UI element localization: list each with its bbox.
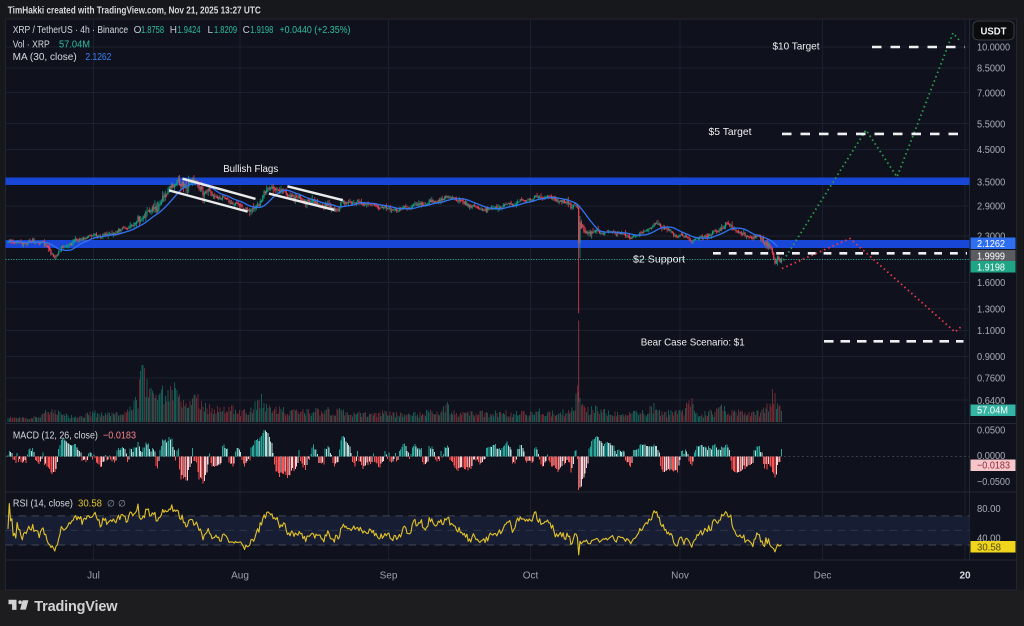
svg-text:−0.0500: −0.0500 <box>977 477 1010 488</box>
svg-text:80.00: 80.00 <box>977 504 1001 515</box>
svg-text:TimHakki created with TradingV: TimHakki created with TradingView.com, N… <box>8 5 261 17</box>
svg-text:MACD (12, 26, close): MACD (12, 26, close) <box>13 430 98 441</box>
svg-text:Nov: Nov <box>671 570 689 581</box>
svg-text:−0.0183: −0.0183 <box>977 461 1010 472</box>
svg-text:TradingView: TradingView <box>34 599 118 615</box>
svg-text:2.3000: 2.3000 <box>977 231 1006 242</box>
svg-text:3.5000: 3.5000 <box>977 177 1006 188</box>
svg-text:MA (30, close): MA (30, close) <box>13 52 77 63</box>
svg-text:7.0000: 7.0000 <box>977 88 1006 99</box>
svg-text:0.6400: 0.6400 <box>977 396 1006 407</box>
svg-text:XRP / TetherUS · 4h · Binance: XRP / TetherUS · 4h · Binance <box>13 25 129 36</box>
svg-text:USDT: USDT <box>981 25 1008 37</box>
svg-text:Oct: Oct <box>523 570 539 581</box>
svg-text:Bullish Flags: Bullish Flags <box>223 163 278 175</box>
svg-text:O: O <box>134 25 142 36</box>
svg-text:0.9000: 0.9000 <box>977 352 1006 363</box>
svg-text:4.5000: 4.5000 <box>977 145 1006 156</box>
svg-text:Sep: Sep <box>380 570 398 581</box>
svg-text:1.9999: 1.9999 <box>977 252 1005 263</box>
svg-text:57.04M: 57.04M <box>59 40 90 51</box>
svg-text:1.6000: 1.6000 <box>977 278 1006 289</box>
svg-text:30.58: 30.58 <box>78 499 102 510</box>
svg-text:Bear Case Scenario: $1: Bear Case Scenario: $1 <box>641 336 745 348</box>
svg-text:1.9198: 1.9198 <box>977 263 1005 274</box>
svg-text:0.0000: 0.0000 <box>977 451 1006 462</box>
svg-text:0.0500: 0.0500 <box>977 426 1006 437</box>
svg-text:Dec: Dec <box>814 570 832 581</box>
svg-text:2.1262: 2.1262 <box>977 239 1005 250</box>
svg-text:Aug: Aug <box>231 570 249 581</box>
svg-text:1.9424: 1.9424 <box>178 25 201 36</box>
svg-text:0.7600: 0.7600 <box>977 374 1006 385</box>
svg-text:$2 Support: $2 Support <box>633 253 685 265</box>
svg-text:Vol · XRP: Vol · XRP <box>13 40 50 51</box>
svg-text:5.5000: 5.5000 <box>977 119 1006 130</box>
svg-text:10.0000: 10.0000 <box>977 43 1010 54</box>
svg-text:1.8758: 1.8758 <box>141 25 164 36</box>
svg-text:RSI (14, close): RSI (14, close) <box>13 499 73 510</box>
svg-text:L: L <box>208 25 214 36</box>
svg-text:2.9000: 2.9000 <box>977 202 1006 213</box>
svg-text:C: C <box>243 25 250 36</box>
svg-text:+0.0440 (+2.35%): +0.0440 (+2.35%) <box>280 25 351 36</box>
svg-text:8.5000: 8.5000 <box>977 63 1006 74</box>
svg-text:∅: ∅ <box>118 499 126 509</box>
svg-text:Jul: Jul <box>87 570 100 581</box>
svg-text:∅: ∅ <box>107 499 115 509</box>
svg-text:$5 Target: $5 Target <box>709 126 752 138</box>
svg-text:57.04M: 57.04M <box>977 406 1008 417</box>
svg-text:2.1262: 2.1262 <box>85 52 111 63</box>
svg-text:1.3000: 1.3000 <box>977 305 1006 316</box>
svg-text:$10 Target: $10 Target <box>773 40 820 52</box>
svg-text:−0.0183: −0.0183 <box>103 430 136 441</box>
svg-text:1.9198: 1.9198 <box>250 25 273 36</box>
svg-text:H: H <box>170 25 177 36</box>
svg-text:30.58: 30.58 <box>977 543 1001 554</box>
svg-text:40.00: 40.00 <box>977 533 1001 544</box>
svg-text:1.8209: 1.8209 <box>214 25 237 36</box>
svg-text:20: 20 <box>959 570 971 581</box>
svg-text:1.1000: 1.1000 <box>977 326 1006 337</box>
